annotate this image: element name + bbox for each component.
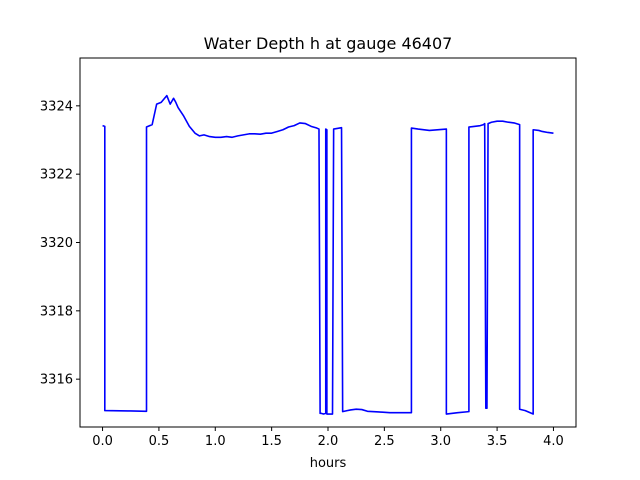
series-line [102, 94, 554, 415]
x-tick-label: 1.0 [205, 434, 226, 449]
x-tick-label: 3.0 [430, 434, 451, 449]
x-tick-label: 0.0 [92, 434, 113, 449]
x-axis-label: hours [310, 456, 347, 471]
chart-title: Water Depth h at gauge 46407 [204, 34, 453, 53]
x-tick-label: 0.5 [149, 434, 170, 449]
y-tick-label: 3320 [40, 236, 73, 251]
y-tick-label: 3322 [40, 168, 73, 183]
x-tick-label: 4.0 [543, 434, 564, 449]
x-tick-label: 2.5 [374, 434, 395, 449]
y-axis: 3316 3318 3320 3322 3324 [40, 99, 80, 388]
x-tick-label: 1.5 [261, 434, 282, 449]
y-tick-label: 3324 [40, 99, 73, 114]
y-tick-label: 3318 [40, 304, 73, 319]
y-tick-label: 3316 [40, 373, 73, 388]
x-tick-label: 3.5 [487, 434, 508, 449]
x-axis: 0.0 0.5 1.0 1.5 2.0 2.5 3.0 3.5 4.0 [92, 427, 564, 449]
x-tick-label: 2.0 [318, 434, 339, 449]
